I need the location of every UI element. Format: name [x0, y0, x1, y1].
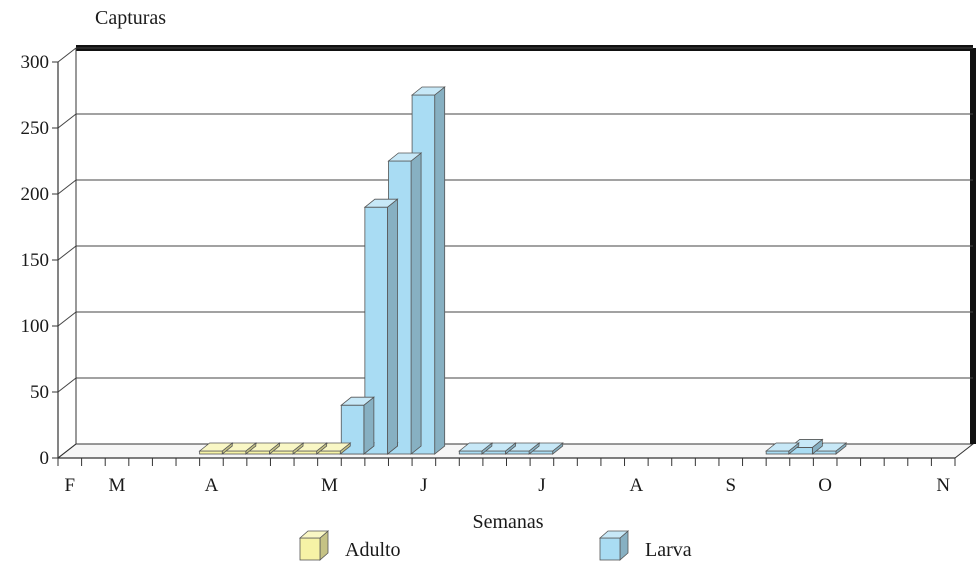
legend-swatch [299, 537, 321, 561]
x-tick-label: O [818, 475, 832, 496]
y-axis-title: Capturas [95, 7, 166, 29]
bar [198, 442, 234, 455]
y-tick-label: 300 [21, 52, 50, 73]
grid-lines [57, 47, 973, 393]
legend-label: Larva [645, 539, 692, 561]
bar-front [458, 450, 483, 455]
x-tick-label: M [321, 475, 338, 496]
x-tick-label: J [420, 475, 427, 496]
bar-front [270, 450, 294, 455]
legend-label: Adulto [345, 539, 401, 561]
y-tick-label: 50 [30, 382, 49, 403]
grid-line-diagonal [57, 179, 77, 195]
bar-top [363, 198, 399, 208]
legend-swatch [599, 537, 621, 561]
y-tick-label: 0 [40, 448, 50, 469]
bar [458, 442, 494, 455]
x-tick-label: F [65, 475, 76, 496]
x-tick-label: A [629, 475, 643, 496]
x-tick-label: M [109, 475, 126, 496]
plot-frame [56, 45, 976, 459]
x-tick-label: A [205, 475, 219, 496]
grid-line-diagonal [57, 113, 77, 129]
x-axis-title: Semanas [472, 511, 543, 533]
bars [198, 86, 848, 455]
bar-front [765, 450, 790, 455]
legend-item: Adulto [298, 530, 401, 561]
bar [363, 198, 399, 455]
bar-side [434, 86, 446, 455]
floor-left-edge [57, 443, 77, 459]
grid-line-diagonal [57, 311, 77, 327]
bar-front [293, 450, 318, 455]
legend-swatch-top [298, 530, 330, 539]
bar-front [317, 450, 341, 455]
bar-side [387, 198, 398, 455]
bar-top [340, 396, 376, 406]
bar-front [246, 450, 270, 455]
bar-side [363, 396, 375, 455]
y-tick-label: 150 [21, 250, 50, 271]
bar-top [765, 442, 800, 452]
bar-top [198, 442, 234, 452]
legend-item: Larva [598, 530, 692, 561]
bar-top [387, 152, 423, 162]
bar [765, 442, 800, 455]
legend-swatch-top [598, 530, 630, 539]
bar [340, 396, 376, 455]
bar-front [529, 450, 554, 455]
grid-line-diagonal [57, 377, 77, 393]
bar-top [458, 442, 494, 452]
y-tick-label: 250 [21, 118, 50, 139]
bar-top [410, 86, 446, 96]
x-tick-label: J [538, 475, 545, 496]
y-axis: 0 50 100 150 200 250 300 [21, 48, 77, 469]
x-tick-label: S [725, 475, 736, 496]
bar-front [812, 450, 837, 455]
grid-line-diagonal [57, 47, 77, 63]
y-tick-label: 200 [21, 184, 50, 205]
x-tick-label: N [936, 475, 950, 496]
bar-front [222, 450, 247, 455]
bar-front [482, 450, 506, 455]
bar-side [410, 152, 422, 455]
legend: Adulto Larva [298, 530, 692, 561]
grid-line-diagonal [57, 245, 77, 261]
bar-front [506, 450, 530, 455]
bar-front [199, 450, 223, 455]
y-tick-label: 100 [21, 316, 50, 337]
